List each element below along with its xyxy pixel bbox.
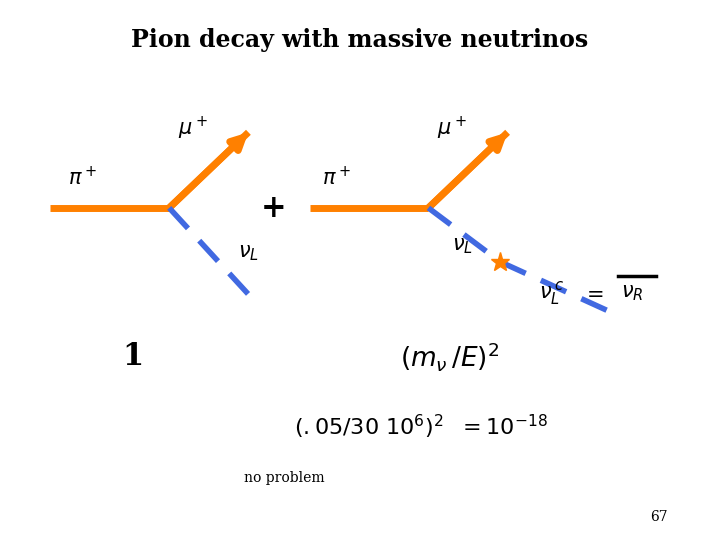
Text: $\nu_L$: $\nu_L$	[238, 242, 259, 263]
Text: $(.05/30\ 10^6)^2\ \ = 10^{-18}$: $(.05/30\ 10^6)^2\ \ = 10^{-18}$	[294, 413, 548, 441]
Text: Pion decay with massive neutrinos: Pion decay with massive neutrinos	[131, 29, 589, 52]
Text: +: +	[261, 193, 287, 224]
Text: $\pi^+$: $\pi^+$	[68, 165, 97, 189]
Text: $\nu_L$: $\nu_L$	[452, 236, 474, 256]
Text: $\nu_R$: $\nu_R$	[621, 283, 644, 303]
Text: $\mu^+$: $\mu^+$	[437, 115, 467, 142]
Text: 67: 67	[650, 510, 667, 524]
Text: $=$: $=$	[582, 283, 603, 303]
Text: $\mu^+$: $\mu^+$	[178, 115, 208, 142]
Text: no problem: no problem	[244, 471, 325, 485]
Text: $\nu_L^{\,c}$: $\nu_L^{\,c}$	[539, 279, 564, 307]
Text: $\pi^+$: $\pi^+$	[323, 165, 351, 189]
Text: 1: 1	[122, 341, 144, 372]
Text: $(m_\nu\,/E)^2$: $(m_\nu\,/E)^2$	[400, 340, 500, 373]
